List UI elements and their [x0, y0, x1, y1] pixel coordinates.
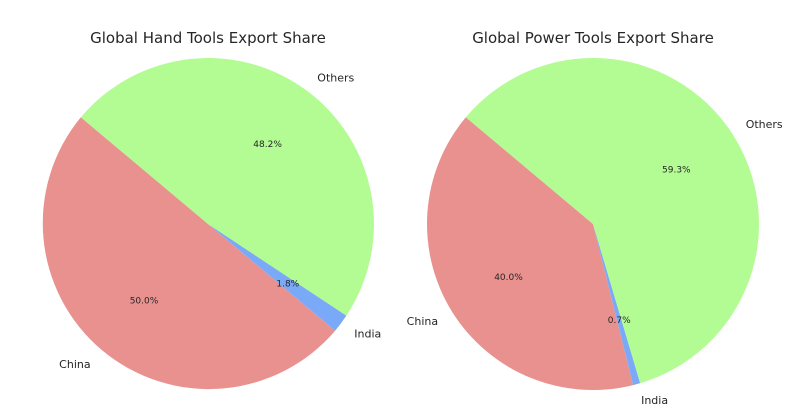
hand-tools-pct-china: 50.0% [130, 296, 159, 306]
hand-tools-slice-china [42, 117, 336, 390]
hand-tools-pct-others: 48.2% [253, 140, 282, 150]
hand-tools-pie-chart: Global Hand Tools Export Share China 50.0… [42, 29, 381, 390]
hand-tools-label-others: Others [317, 72, 354, 85]
hand-tools-pct-india: 1.8% [276, 280, 299, 290]
hand-tools-label-china: China [59, 358, 90, 371]
power-tools-chart-title: Global Power Tools Export Share [472, 29, 714, 47]
hand-tools-label-india: India [354, 327, 381, 340]
power-tools-pct-others: 59.3% [662, 165, 691, 175]
power-tools-pct-india: 0.7% [608, 316, 631, 326]
power-tools-slice-india [593, 224, 641, 386]
power-tools-label-india: India [641, 394, 668, 407]
power-tools-slice-others [465, 58, 760, 384]
power-tools-label-others: Others [746, 118, 783, 131]
hand-tools-chart-title: Global Hand Tools Export Share [90, 29, 326, 47]
hand-tools-slice-others [80, 58, 374, 316]
power-tools-pie-chart: Global Power Tools Export Share China 40.… [407, 29, 783, 407]
power-tools-pct-china: 40.0% [494, 273, 523, 283]
power-tools-slice-china [427, 117, 634, 390]
power-tools-label-china: China [407, 315, 438, 328]
hand-tools-slice-india [208, 224, 347, 331]
